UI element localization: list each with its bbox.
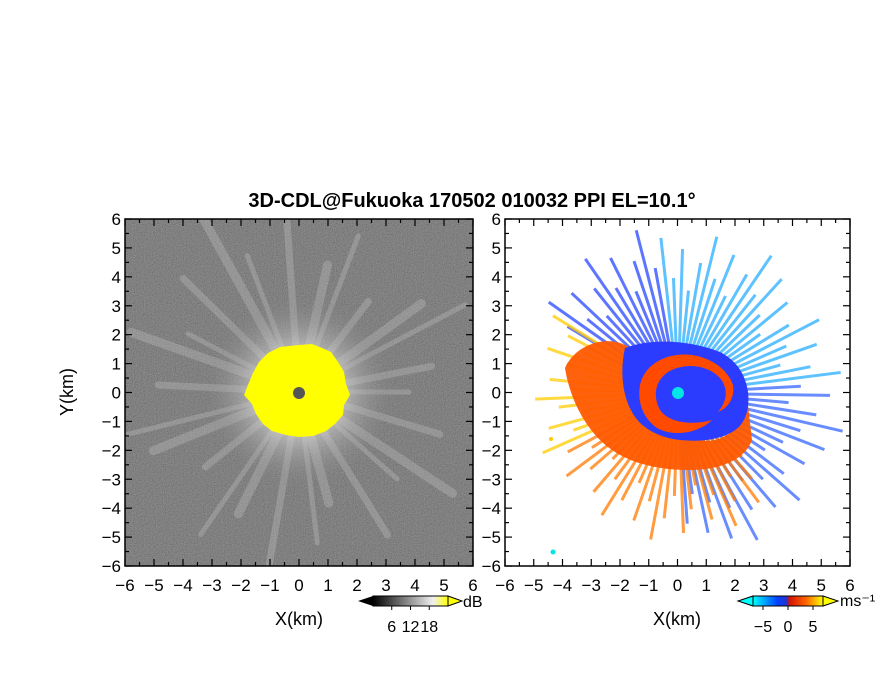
x-tick-label-l: 4 [410, 576, 419, 595]
y-tick-label-l: −4 [102, 499, 121, 518]
colorbar-unit-ms: ms⁻¹ [840, 593, 875, 610]
x-tick-label-r: 0 [673, 576, 682, 595]
y-tick-label-r: 2 [492, 326, 501, 345]
x-tick-label-l: 6 [468, 576, 477, 595]
right-panel: −6 −5 −4 −3 −2 −1 0 1 2 3 4 5 6 6543210−1−2−3−4−5−6 … [482, 210, 855, 629]
colorbar-reflectivity: dB 6 12 18 [358, 594, 483, 636]
y-tick-label-r: 5 [492, 239, 501, 258]
y-tick-label-l: 4 [112, 268, 121, 287]
x-tick-label-r: 2 [730, 576, 739, 595]
x-tick-label-r: 5 [817, 576, 826, 595]
y-tick-label-r: 4 [492, 268, 501, 287]
y-tick-label-l: −3 [102, 470, 121, 489]
x-tick-label-l: 5 [439, 576, 448, 595]
y-tick-label-l: 6 [112, 210, 121, 229]
center-marker [293, 387, 305, 399]
velocity-image [505, 219, 850, 566]
y-tick-label-r: 0 [492, 384, 501, 403]
y-tick-label-l: 3 [112, 297, 121, 316]
colorbar-velocity: ms⁻¹ −5 0 5 [736, 593, 875, 636]
x-tick-label-l: −3 [202, 576, 221, 595]
x-tick-label-l: 3 [381, 576, 390, 595]
x-tick-label-r: −4 [553, 576, 572, 595]
x-tick-label-r: 1 [702, 576, 711, 595]
colorbar-unit-db: dB [463, 594, 483, 611]
colorbar-tick-label: 6 [387, 619, 396, 636]
x-tick-label-l: 0 [294, 576, 303, 595]
x-tick-label-r: −3 [582, 576, 601, 595]
y-tick-label-r: −2 [482, 441, 501, 460]
y-tick-label-r: −1 [482, 412, 501, 431]
y-tick-label-r: −3 [482, 470, 501, 489]
x-tick-label-l: 1 [323, 576, 332, 595]
y-tick-label-r: −5 [482, 528, 501, 547]
y-tick-label-r: −6 [482, 557, 501, 576]
y-axis-label: Y(km) [57, 368, 77, 416]
x-tick-label-r: −6 [495, 576, 514, 595]
x-tick-label-l: −4 [173, 576, 192, 595]
x-tick-label-r: 3 [759, 576, 768, 595]
y-tick-label-l: −2 [102, 441, 121, 460]
x-tick-label-l: −5 [144, 576, 163, 595]
y-tick-label-l: 1 [112, 355, 121, 374]
y-tick-label-r: −4 [482, 499, 501, 518]
colorbar-tick-label: 12 [402, 619, 420, 636]
y-tick-label-r: 1 [492, 355, 501, 374]
x-tick-label-l: −1 [260, 576, 279, 595]
y-tick-label-l: 2 [112, 326, 121, 345]
y-tick-label-r: 3 [492, 297, 501, 316]
left-panel: −6 −5 −4 −3 −2 −1 0 1 2 3 4 5 6 6543210−1−2−3−4−5−6 … [57, 210, 478, 629]
x-axis-label-right: X(km) [653, 609, 701, 629]
colorbar-tick-label: 18 [420, 619, 438, 636]
x-tick-label-l: −2 [231, 576, 250, 595]
colorbar-tick-label: −5 [754, 619, 772, 636]
y-tick-label-l: −5 [102, 528, 121, 547]
x-tick-label-r: −1 [639, 576, 658, 595]
x-tick-label-r: 6 [845, 576, 854, 595]
y-tick-label-l: 0 [112, 384, 121, 403]
x-tick-label-r: −5 [524, 576, 543, 595]
chart-title: 3D-CDL@Fukuoka 170502 010032 PPI EL=10.1… [248, 190, 695, 212]
y-tick-label-r: 6 [492, 210, 501, 229]
x-tick-label-l: −6 [115, 576, 134, 595]
x-axis-label-left: X(km) [275, 609, 323, 629]
y-tick-label-l: −1 [102, 412, 121, 431]
y-tick-label-l: −6 [102, 557, 121, 576]
x-tick-label-r: −2 [610, 576, 629, 595]
x-tick-label-r: 4 [788, 576, 797, 595]
colorbar-tick-label: 5 [809, 619, 818, 636]
y-tick-label-l: 5 [112, 239, 121, 258]
x-tick-label-l: 2 [352, 576, 361, 595]
velocity-center-marker [672, 387, 684, 399]
reflectivity-image [125, 219, 473, 566]
colorbar-tick-label: 0 [784, 619, 793, 636]
